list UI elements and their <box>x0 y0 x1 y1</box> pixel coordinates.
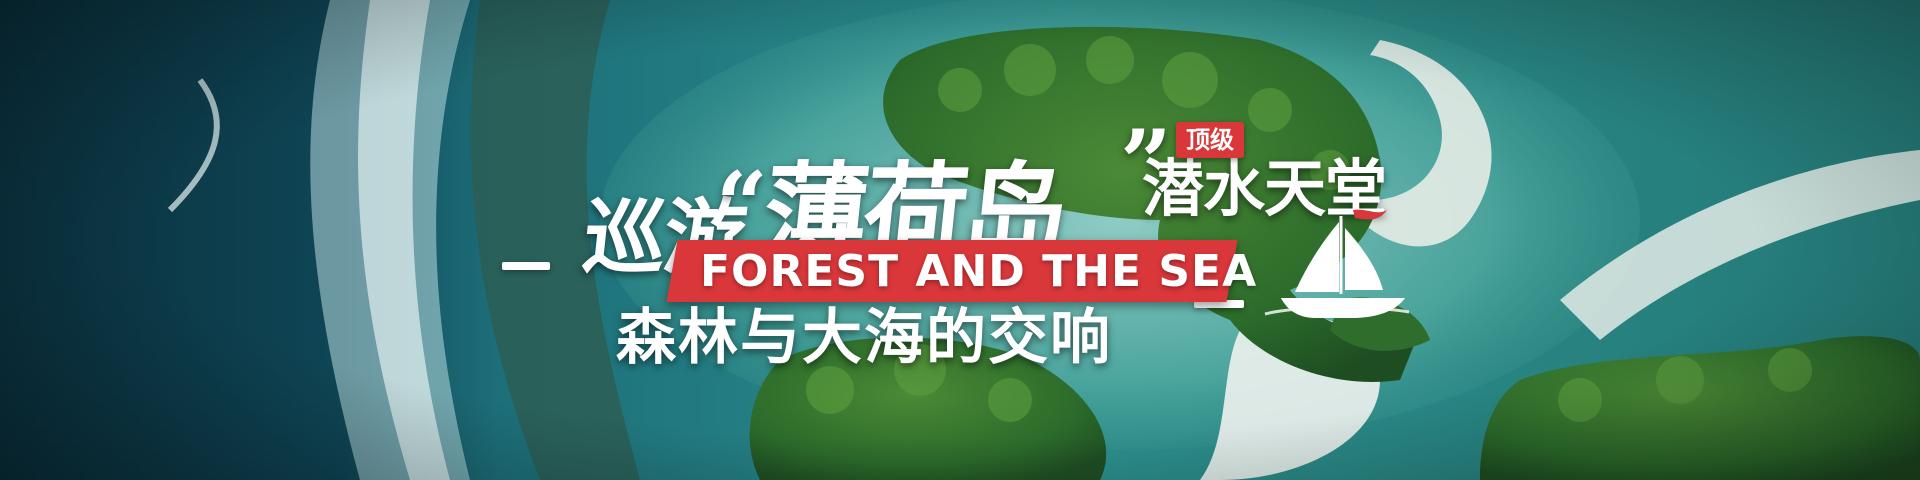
english-title: FOREST AND THE SEA <box>700 246 1258 297</box>
title-suffix: 潜水天堂 <box>1142 152 1387 225</box>
decorative-line-right <box>1194 300 1244 308</box>
premium-badge: 顶级 <box>1176 122 1244 158</box>
quote-close: ” <box>1120 110 1172 216</box>
sailboat-icon <box>1264 209 1410 318</box>
subtitle: 森林与大海的交响 <box>616 303 1112 373</box>
quote-open: “ <box>716 152 768 258</box>
decorative-line-left <box>502 262 550 270</box>
